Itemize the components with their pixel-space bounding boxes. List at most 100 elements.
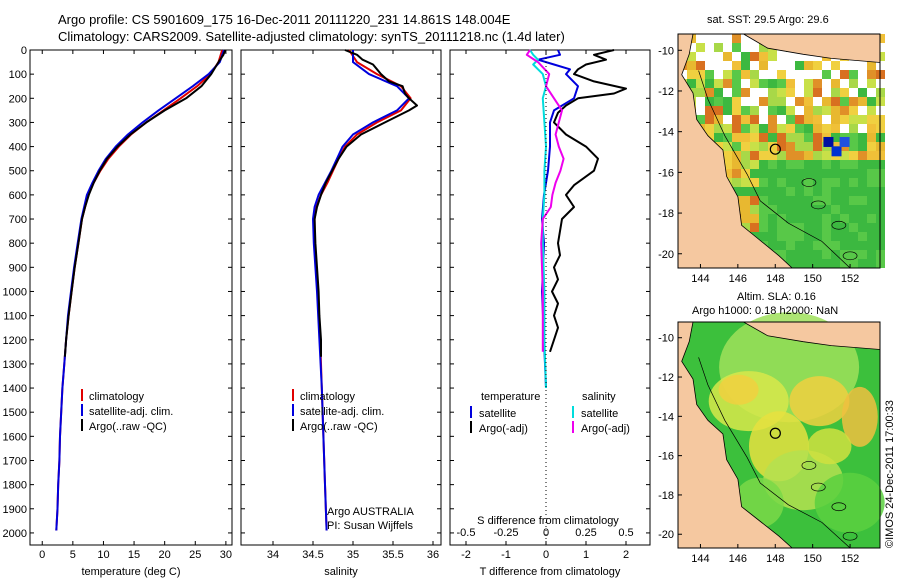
sst-map-sst-cell: [795, 214, 804, 223]
sst-map-sst-cell: [804, 160, 813, 169]
sst-map-sst-cell: [732, 106, 741, 115]
sst-map-sst-cell: [831, 133, 840, 142]
sst-map-sst-cell: [804, 151, 813, 160]
sst-map-sst-cell: [732, 160, 741, 169]
sst-map-sst-cell: [849, 151, 858, 160]
sst-map-sst-cell: [777, 106, 786, 115]
sst-map-sst-cell: [831, 88, 840, 97]
depth-tick-label: 1200: [3, 335, 27, 347]
sst-map-sst-cell: [759, 43, 768, 52]
sst-map-sst-cell: [741, 187, 750, 196]
sst-map-sst-cell: [858, 115, 867, 124]
sst-map-sst-cell: [741, 214, 750, 223]
temperature-legend-label: satellite-adj. clim.: [89, 406, 173, 418]
sst-map-sst-cell: [831, 205, 840, 214]
depth-tick-label: 900: [9, 262, 27, 274]
sst-map-sst-cell: [831, 259, 840, 268]
sst-map-sst-cell: [786, 250, 795, 259]
sst-map-sst-cell: [696, 115, 705, 124]
sst-map-reef-outline: [801, 178, 817, 187]
sst-map-sst-cell: [768, 88, 777, 97]
sst-map-sst-cell: [741, 133, 750, 142]
sst-map-sst-cell: [867, 205, 876, 214]
sst-map-sst-cell: [777, 205, 786, 214]
temperature-xtick-label: 20: [159, 549, 171, 561]
sst-map-sst-cell: [813, 151, 822, 160]
depth-tick-label: 1600: [3, 431, 27, 443]
sst-map-sst-cell: [858, 205, 867, 214]
sst-map-sst-cell: [786, 178, 795, 187]
sst-map-sst-cell: [777, 250, 786, 259]
sst-map-sst-cell: [813, 187, 822, 196]
sst-map-sst-cell: [867, 124, 876, 133]
depth-tick-label: 200: [9, 93, 27, 105]
sst-map-sst-cell: [822, 232, 831, 241]
sst-map-sst-cell: [867, 196, 876, 205]
sla-map-xtick-label: 148: [766, 553, 784, 565]
sst-map-sst-cell: [858, 160, 867, 169]
figure-title-line-2: Climatology: CARS2009. Satellite-adjuste…: [58, 29, 565, 44]
sst-map-sst-cell: [849, 79, 858, 88]
sla-map-xtick-label: 144: [691, 553, 709, 565]
sst-map-sst-cell: [741, 205, 750, 214]
difference-top-xlabel: S difference from climatology: [477, 515, 619, 527]
sst-map-sst-cell: [858, 232, 867, 241]
sst-map-sst-cell: [831, 106, 840, 115]
sst-map-sst-cell: [858, 223, 867, 232]
sst-map-sst-cell: [804, 79, 813, 88]
sst-map-sst-cell: [823, 136, 834, 147]
sst-map-sst-cell: [732, 169, 741, 178]
sst-map-sst-cell: [741, 151, 750, 160]
sla-map-reef-outline: [842, 531, 858, 541]
sst-map-sst-cell: [777, 214, 786, 223]
sla-map-ytick-label: -18: [658, 490, 674, 502]
sst-map-sst-cell: [795, 196, 804, 205]
figure-title-line-1: Argo profile: CS 5901609_175 16-Dec-2011…: [58, 12, 511, 27]
sst-map-sst-cell: [795, 223, 804, 232]
sst-map-sst-cell: [750, 115, 759, 124]
sst-map-sst-cell: [813, 241, 822, 250]
sst-map-sst-cell: [867, 70, 876, 79]
difference-xtick-label: 1: [583, 549, 589, 561]
sst-map-sst-cell: [687, 70, 696, 79]
sst-map-ytick-label: -18: [658, 208, 674, 220]
sst-map-sst-cell: [732, 124, 741, 133]
sst-map-sst-cell: [741, 142, 750, 151]
sla-map-reef-outline: [831, 502, 847, 512]
sla-map-ytick-label: -12: [658, 372, 674, 384]
sst-map-sst-cell: [867, 133, 876, 142]
sst-map-sst-cell: [759, 160, 768, 169]
sst-map-sst-cell: [759, 196, 768, 205]
sst-map-sst-cell: [813, 259, 822, 268]
sst-map-land: [677, 33, 794, 269]
sst-map-sst-cell: [750, 151, 759, 160]
salinity-legend-label: Argo(..raw -QC): [300, 421, 378, 433]
depth-tick-label: 700: [9, 214, 27, 226]
sst-map-sst-cell: [867, 178, 876, 187]
sst-map-sst-cell: [858, 88, 867, 97]
sst-map-sst-cell: [786, 214, 795, 223]
temperature-xtick-label: 30: [220, 549, 232, 561]
sst-map-sst-cell: [831, 223, 840, 232]
sst-map-sst-cell: [813, 169, 822, 178]
sst-map-sst-cell: [741, 160, 750, 169]
sst-map-sst-cell: [768, 169, 777, 178]
sst-map-sst-cell: [759, 52, 768, 61]
salinity-xtick-label: 34.5: [302, 549, 323, 561]
sst-map-sst-cell: [822, 124, 831, 133]
sst-map-sst-cell: [723, 142, 732, 151]
sst-map-sst-cell: [831, 79, 840, 88]
sst-map-sst-cell: [858, 196, 867, 205]
sst-map-sst-cell: [732, 43, 741, 52]
sla-map-ytick-label: -14: [658, 411, 674, 423]
sst-map-sst-cell: [723, 70, 732, 79]
sst-map-sst-cell: [714, 133, 723, 142]
temperature-xtick-label: 15: [128, 549, 140, 561]
difference-legend-label: satellite: [479, 408, 516, 420]
sst-map-sst-cell: [732, 79, 741, 88]
depth-tick-label: 1300: [3, 359, 27, 371]
sst-map-sst-cell: [813, 124, 822, 133]
sst-map-sst-cell: [696, 43, 705, 52]
sst-map-sst-cell: [822, 214, 831, 223]
sst-map-sst-cell: [840, 196, 849, 205]
